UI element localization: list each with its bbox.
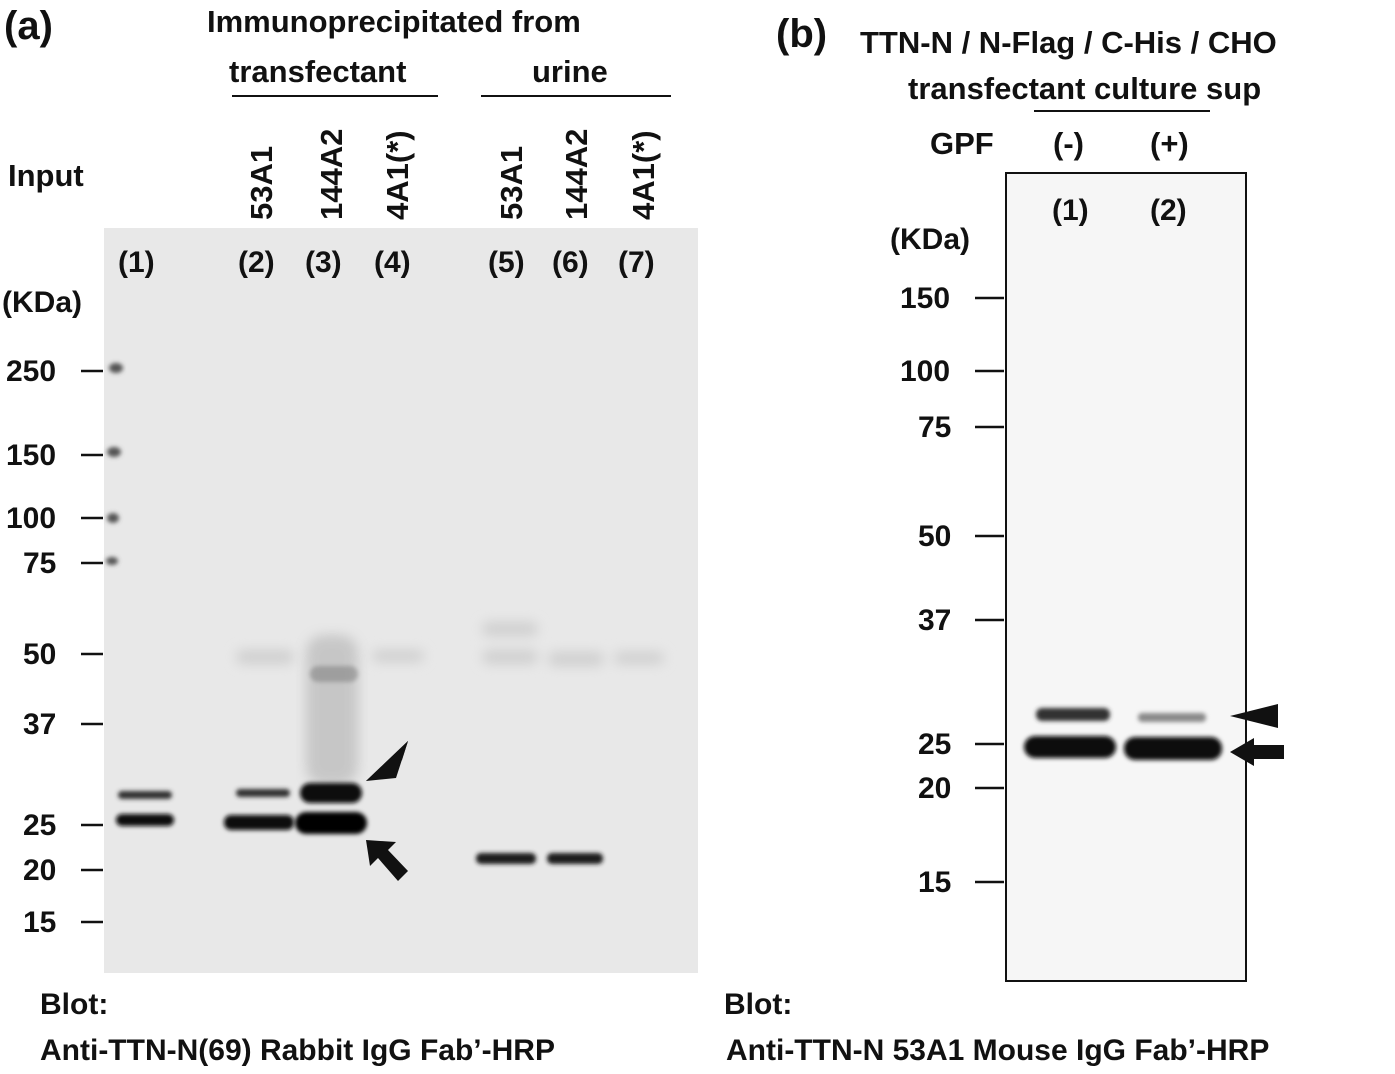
marker-label: 250 (6, 355, 57, 388)
underline-transfectant (232, 95, 438, 97)
marker-label: 75 (918, 411, 952, 444)
panel-b-header-1: TTN-N / N-Flag / C-His / CHO (860, 25, 1277, 60)
membrane-b (1005, 172, 1247, 982)
lane-label: (1) (118, 246, 155, 279)
clone-label: 144A2 (314, 128, 349, 220)
kda-label: (KDa) (2, 286, 82, 319)
antibody-a: Anti-TTN-N(69) Rabbit IgG Fab’-HRP (40, 1034, 555, 1067)
arrowhead-icon (366, 741, 408, 781)
lane3-bands (295, 635, 367, 834)
marker-label: 20 (918, 772, 952, 805)
clone-label: 4A1(*) (626, 130, 661, 220)
clone-label: 144A2 (559, 128, 594, 220)
marker-label: 50 (23, 638, 57, 671)
lane-label: (7) (618, 246, 655, 279)
clone-label: 53A1 (244, 145, 279, 220)
lane-label: (5) (488, 246, 525, 279)
lane-label: (4) (374, 246, 411, 279)
laneb-bands (1024, 708, 1222, 760)
membrane-a (104, 228, 698, 973)
lane1-bands (116, 791, 174, 826)
gpf-label: GPF (930, 126, 994, 161)
lane-label: (1) (1052, 194, 1089, 227)
marker-label: 25 (918, 728, 952, 761)
marker-label: 20 (23, 854, 57, 887)
marker-label: 37 (23, 708, 57, 741)
arrow-icon (366, 840, 408, 881)
arrow-icon (1230, 738, 1284, 766)
lane5-6-bands (476, 853, 603, 864)
gpf-value: (+) (1150, 126, 1189, 161)
underline-urine (481, 95, 671, 97)
lane-label: (3) (305, 246, 342, 279)
marker-label: 100 (6, 502, 57, 535)
ladder-a (106, 363, 123, 565)
panel-b-letter: (b) (776, 12, 828, 56)
panel-a-letter: (a) (4, 4, 53, 48)
clone-label: 53A1 (494, 145, 529, 220)
group-urine: urine (532, 54, 608, 89)
marker-label: 37 (918, 604, 952, 637)
underline-culture (1034, 110, 1210, 112)
gpf-value: (-) (1053, 126, 1084, 161)
marker-label: 15 (918, 866, 952, 899)
clone-label: 4A1(*) (380, 130, 415, 220)
arrowhead-icon (1230, 704, 1278, 728)
marker-label: 15 (23, 906, 57, 939)
marker-label: 150 (6, 439, 57, 472)
lane-label: (2) (1150, 194, 1187, 227)
input-label: Input (8, 158, 84, 193)
lane2-bands (224, 789, 294, 830)
marker-label: 25 (23, 809, 57, 842)
lane-label: (6) (552, 246, 589, 279)
marker-label: 150 (900, 282, 951, 315)
kda-label: (KDa) (890, 223, 970, 256)
marker-label: 50 (918, 520, 952, 553)
marker-label: 75 (23, 547, 57, 580)
lane-label: (2) (238, 246, 275, 279)
blot-label-b: Blot: (724, 988, 793, 1021)
marker-label: 100 (900, 355, 951, 388)
antibody-b: Anti-TTN-N 53A1 Mouse IgG Fab’-HRP (726, 1034, 1270, 1067)
faint-bands (236, 622, 664, 666)
marker-ticks-a (81, 369, 103, 924)
blot-label-a: Blot: (40, 988, 109, 1021)
group-transfectant: transfectant (229, 54, 407, 89)
marker-ticks-b (975, 296, 1004, 884)
panel-a-header: Immunoprecipitated from (207, 4, 581, 39)
panel-b-header-2: transfectant culture sup (908, 71, 1262, 106)
